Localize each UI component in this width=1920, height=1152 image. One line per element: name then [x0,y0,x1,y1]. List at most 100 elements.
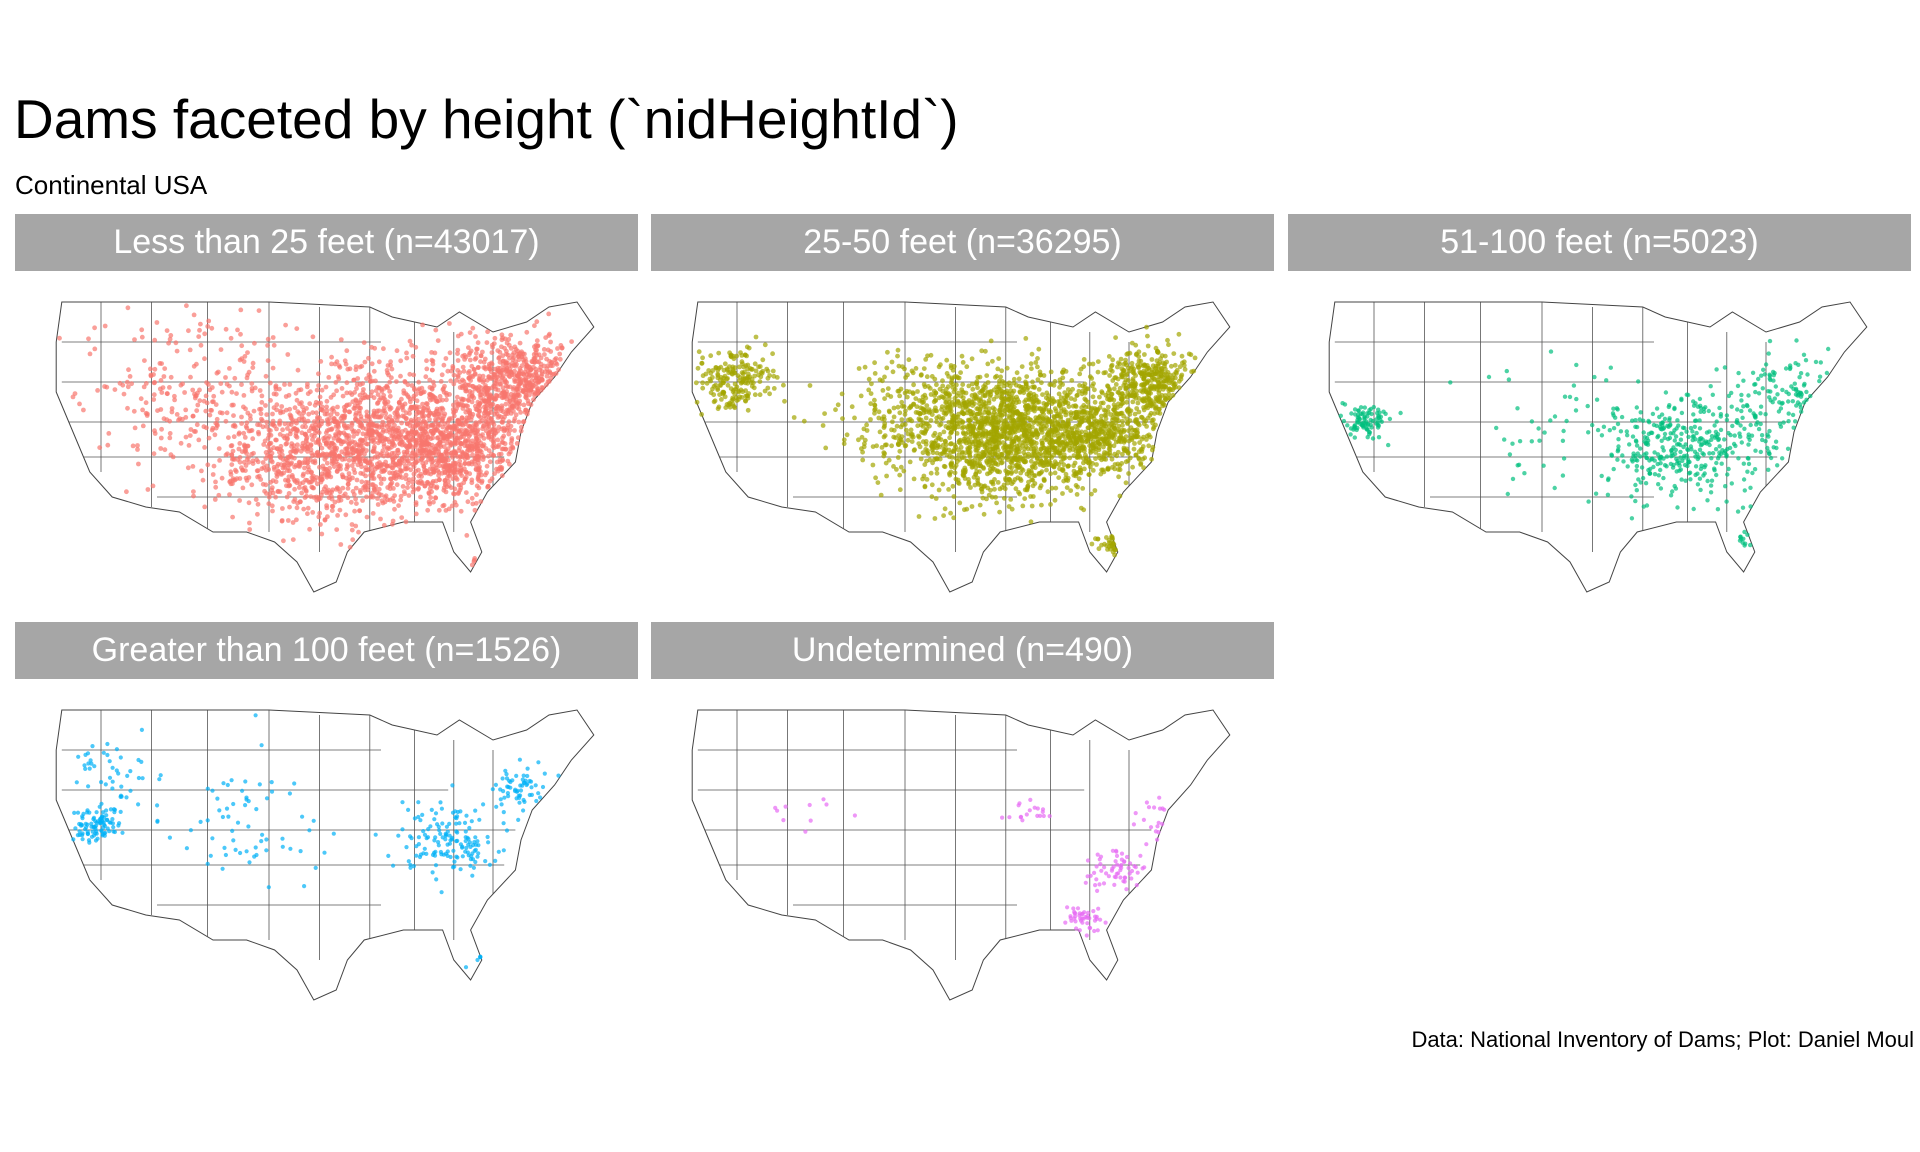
dam-point [265,336,271,342]
dam-point [1083,397,1089,403]
dam-point [731,404,737,409]
dam-point [1109,368,1115,374]
dam-point [424,401,429,406]
dam-point [504,340,510,346]
dam-point [464,533,470,538]
dam-point [440,424,446,430]
dam-point [379,469,384,475]
dam-point [478,499,484,504]
dam-point [393,433,399,438]
dam-point [362,487,368,493]
dam-point [353,485,359,491]
dam-point [1135,430,1140,435]
dam-point [915,389,920,394]
dam-point [367,378,373,384]
dam-point [1025,454,1031,460]
dam-point [872,402,878,408]
dam-point [822,411,827,416]
dam-point [760,357,766,363]
dam-point [398,493,404,499]
dam-point [424,366,430,372]
dam-point [375,496,380,501]
dam-point [535,380,541,385]
dam-point [445,446,451,452]
dam-point [233,467,238,473]
dam-point [206,435,212,441]
dam-point [743,388,748,393]
dam-point [264,424,269,429]
dam-point [172,393,177,399]
dam-point [285,352,291,357]
dam-point [767,391,772,397]
dam-point [278,455,283,461]
dam-point [152,380,158,385]
dam-point [349,527,355,533]
dam-point [294,427,300,432]
dam-point [254,468,260,474]
dam-point [329,503,335,509]
dam-point [202,356,207,362]
dam-point [359,479,365,485]
dam-point [388,359,393,365]
dam-point [1058,395,1064,400]
dam-point [387,393,393,399]
dam-point [1029,366,1034,372]
dam-point [980,388,985,394]
dam-point [246,459,252,465]
dam-point [1147,413,1153,418]
dam-point [169,406,175,411]
dam-point [203,393,209,399]
dam-point [380,500,386,506]
dam-point [353,496,358,502]
dam-point [436,473,441,478]
dam-point [436,507,442,513]
dam-point [484,463,490,469]
dam-point [404,355,410,361]
dam-point [329,508,335,513]
dam-point [455,358,461,363]
dam-point [1029,351,1035,357]
dam-point [169,409,175,415]
dam-point [408,419,413,425]
dam-point [474,492,479,497]
dam-point [519,363,525,369]
dam-point [404,350,409,356]
dam-point [269,487,275,493]
dam-point [395,413,401,419]
dam-point [390,426,396,432]
dam-point [868,417,873,422]
dam-point [174,348,180,354]
dam-point [95,388,100,393]
dam-point [148,366,153,372]
dam-point [117,380,123,386]
dam-point [476,470,482,476]
dam-point [467,410,472,416]
dam-point [427,449,432,455]
dam-point [286,392,292,398]
dam-point [1182,367,1188,372]
dam-point [358,397,364,403]
dam-point [379,387,384,392]
dam-point [489,361,495,367]
dam-point [1066,463,1071,469]
dam-point [534,352,540,358]
dam-point [781,382,786,388]
dam-point [1008,432,1014,437]
dam-point [173,340,179,346]
dam-point [473,467,479,472]
dam-point [392,506,397,512]
dam-point [296,387,302,393]
dam-point [125,305,131,311]
dam-point [381,444,387,449]
dam-point [528,386,534,392]
dam-point [389,366,395,372]
dam-point [218,381,224,386]
dam-point [1078,470,1084,476]
dam-point [329,354,334,360]
dam-point [1136,396,1142,401]
dam-point [455,394,460,400]
dam-point [485,386,491,391]
dam-point [454,440,460,446]
dam-point [167,336,173,342]
dam-point [425,435,431,440]
